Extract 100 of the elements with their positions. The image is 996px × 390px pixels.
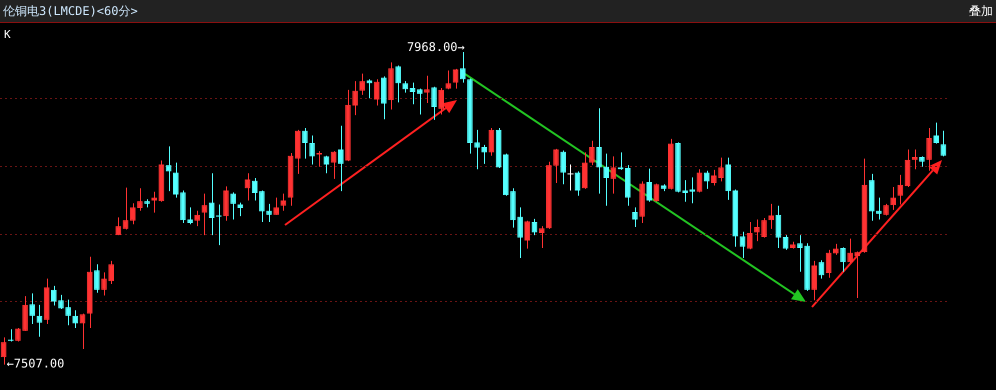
- candlestick: [589, 140, 595, 166]
- candlestick: [0, 336, 6, 366]
- candlestick: [244, 172, 250, 201]
- candlestick: [122, 187, 128, 230]
- candlestick: [15, 328, 21, 342]
- candlestick: [567, 164, 574, 191]
- candlestick: [768, 203, 774, 230]
- candlestick: [424, 75, 430, 104]
- chart-title: 伦铜电3(LMCDE)<60分>: [3, 3, 138, 20]
- candlestick: [460, 52, 466, 84]
- candlestick: [912, 149, 918, 170]
- candlestick: [603, 153, 610, 206]
- candlestick: [811, 260, 818, 301]
- annotation: 7968.00→: [406, 40, 465, 54]
- candlestick: [137, 188, 143, 212]
- candlestick: [517, 206, 523, 259]
- candlestick: [646, 168, 652, 202]
- candlestick: [151, 191, 158, 214]
- candlestick: [883, 203, 889, 216]
- candlestick: [574, 170, 580, 196]
- candlestick: [58, 294, 64, 310]
- candlestick: [202, 193, 208, 236]
- candlestick: [890, 186, 896, 210]
- candlestick: [940, 130, 946, 157]
- candlestick: [65, 299, 71, 326]
- candlestick: [360, 73, 366, 96]
- candlestick: [818, 260, 824, 280]
- candlestick: [682, 180, 688, 202]
- candlestick: [187, 206, 193, 225]
- candlestick: [116, 216, 122, 236]
- candlestick: [266, 203, 272, 223]
- candlestick: [395, 64, 401, 103]
- candlestick: [452, 68, 458, 90]
- candlestick: [374, 78, 380, 106]
- text: K: [4, 28, 11, 41]
- candlestick: [280, 193, 286, 212]
- candlestick: [797, 234, 803, 272]
- candlestick: [718, 157, 724, 182]
- text: 叠加: [969, 3, 993, 20]
- candlestick: [632, 206, 638, 228]
- candlestick: [36, 304, 42, 338]
- candlestick: [826, 249, 832, 278]
- candlestick: [761, 217, 767, 238]
- candlestick: [352, 80, 358, 116]
- candlestick: [316, 150, 322, 168]
- candlestick: [194, 210, 200, 227]
- candlestick: [230, 192, 236, 220]
- candlestick: [560, 150, 566, 185]
- candlestick: [532, 218, 538, 236]
- candlestick: [919, 156, 925, 168]
- candlestick: [22, 296, 28, 332]
- candlestick: [29, 292, 36, 324]
- candlestick: [51, 285, 57, 306]
- candlestick: [538, 226, 544, 248]
- candlestick: [330, 150, 336, 180]
- candlestick: [238, 202, 244, 217]
- candlestick: [302, 127, 308, 160]
- candlestick: [309, 134, 315, 166]
- candlestick: [926, 127, 932, 172]
- candlestick: [223, 186, 229, 222]
- candlestick: [94, 264, 100, 294]
- candlestick: [596, 108, 602, 194]
- candlestick: [431, 86, 437, 120]
- candlestick: [438, 87, 444, 116]
- candlestick: [524, 220, 530, 250]
- candlestick: [252, 177, 258, 201]
- annotation: ←7507.00: [6, 356, 64, 371]
- candlestick: [259, 190, 265, 223]
- candlestick: [782, 234, 788, 250]
- candlestick: [898, 174, 904, 206]
- candlestick: [488, 127, 494, 156]
- candlestick: [80, 313, 86, 350]
- candlestick: [166, 146, 172, 192]
- candlestick: [696, 168, 702, 193]
- candlestick: [776, 205, 782, 248]
- candlestick: [553, 148, 559, 184]
- candlestick: [381, 76, 387, 120]
- candlestick: [324, 155, 330, 174]
- candlestick: [273, 197, 280, 216]
- candlestick: [704, 170, 710, 190]
- candlestick: [72, 310, 78, 329]
- candlestick: [108, 260, 114, 284]
- candlestick: [754, 219, 760, 242]
- candlestick: [746, 222, 753, 250]
- candlestick: [338, 125, 344, 192]
- candlestick: [172, 162, 179, 198]
- candlestick: [610, 156, 616, 194]
- candlestick: [208, 172, 214, 236]
- candlestick: [481, 144, 488, 164]
- candlestick: [740, 231, 746, 259]
- candlestick: [416, 88, 422, 116]
- candlestick: [833, 243, 839, 256]
- candlestick: [366, 78, 372, 99]
- candlestick: [840, 246, 846, 272]
- candlestick: [101, 272, 107, 296]
- candlestick: [410, 82, 416, 105]
- candlestick: [130, 202, 136, 225]
- candlestick: [854, 250, 860, 299]
- candlestick: [582, 152, 588, 190]
- candlestick: [847, 238, 853, 264]
